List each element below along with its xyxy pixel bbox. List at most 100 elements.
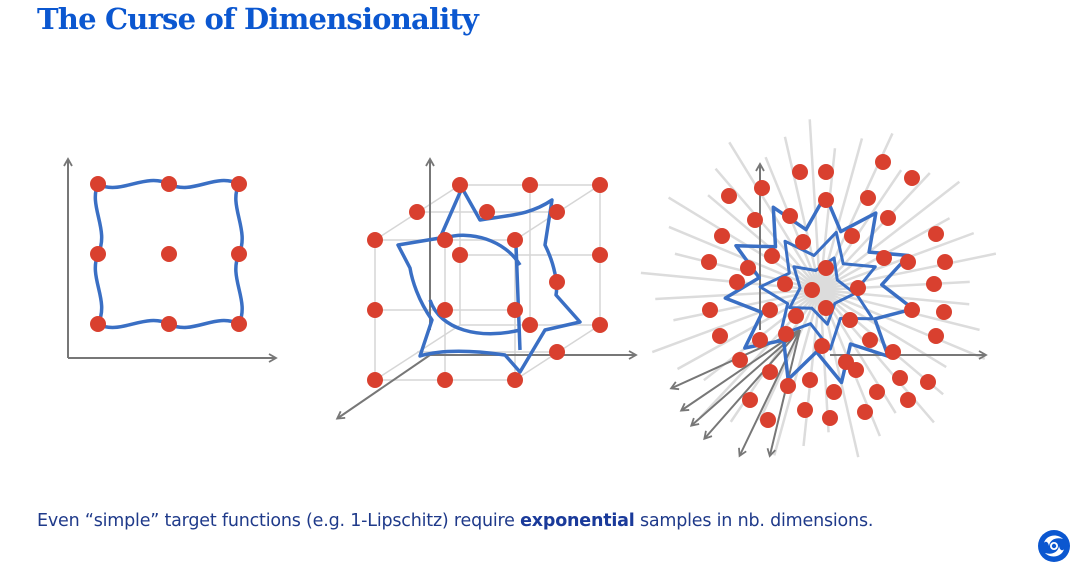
sample-dot	[367, 232, 383, 248]
sample-dot	[701, 254, 717, 270]
axis-spike	[655, 288, 821, 301]
axis-spike	[783, 136, 822, 291]
sample-dot	[764, 248, 780, 264]
sample-dot	[714, 228, 730, 244]
sample-dot	[549, 204, 565, 220]
sample-dot	[409, 204, 425, 220]
axis-spike	[676, 288, 821, 371]
caption-text: Even “simple” target functions (e.g. 1-L…	[37, 511, 521, 531]
function-surface	[396, 186, 582, 374]
sample-dots	[701, 154, 953, 428]
sample-dot	[860, 190, 876, 206]
sample-dot	[90, 316, 106, 332]
z-axis	[335, 354, 431, 420]
sample-dot	[90, 176, 106, 192]
sample-dot	[904, 302, 920, 318]
sample-dot	[712, 328, 728, 344]
axis-spike	[818, 289, 860, 458]
axis-arrow	[679, 329, 801, 412]
sample-dot	[804, 282, 820, 298]
sample-dot	[936, 304, 952, 320]
sample-dot	[592, 317, 608, 333]
sample-dot	[742, 392, 758, 408]
sample-dot	[782, 208, 798, 224]
panel-high-dim	[640, 119, 997, 458]
sample-dot	[522, 317, 538, 333]
axis-spike	[819, 180, 961, 291]
panel-3d	[335, 157, 638, 420]
axis-spike	[764, 156, 822, 291]
caption-text-end: samples in nb. dimensions.	[634, 511, 874, 531]
axis-spike	[714, 167, 821, 291]
axis-spike	[758, 289, 822, 421]
sample-dot	[802, 372, 818, 388]
sample-dot	[507, 372, 523, 388]
sample-dot	[367, 372, 383, 388]
sample-dot	[161, 176, 177, 192]
sample-dot	[900, 254, 916, 270]
sample-dot	[549, 344, 565, 360]
sample-dot	[780, 378, 796, 394]
sample-dot	[826, 384, 842, 400]
curse-diagram	[63, 119, 997, 458]
sample-dots	[90, 176, 247, 332]
sample-dot	[928, 328, 944, 344]
axis-spike	[819, 231, 975, 292]
sample-dot	[231, 176, 247, 192]
sample-dot	[937, 254, 953, 270]
sample-dot	[452, 247, 468, 263]
sample-dot	[762, 302, 778, 318]
sample-dot	[904, 170, 920, 186]
sample-dot	[797, 402, 813, 418]
axis-spike	[802, 289, 822, 447]
sample-dot	[161, 246, 177, 262]
sample-dot	[752, 332, 768, 348]
sample-dot	[842, 312, 858, 328]
sample-dot	[885, 344, 901, 360]
axis-spike	[819, 172, 931, 291]
sample-dot	[522, 177, 538, 193]
sample-dots	[367, 177, 608, 388]
sample-dot	[437, 302, 453, 318]
sample-dot	[818, 260, 834, 276]
sample-dot	[792, 164, 808, 180]
sample-dot	[862, 332, 878, 348]
sample-dot	[920, 374, 936, 390]
sample-dot	[850, 280, 866, 296]
panel-2d	[63, 157, 278, 363]
sample-dot	[161, 316, 177, 332]
sample-dot	[747, 212, 763, 228]
sample-dot	[231, 316, 247, 332]
axis-spike	[819, 288, 986, 360]
sample-dot	[848, 362, 864, 378]
sample-dot	[876, 250, 892, 266]
sample-dot	[788, 308, 804, 324]
axis-spike	[819, 288, 970, 306]
sample-dot	[592, 177, 608, 193]
sample-dot	[869, 384, 885, 400]
sample-dot	[857, 404, 873, 420]
deepmind-logo-icon	[1038, 530, 1070, 562]
sample-dot	[702, 302, 718, 318]
sample-dot	[479, 204, 495, 220]
sample-dot	[818, 164, 834, 180]
sample-dot	[452, 177, 468, 193]
sample-dot	[844, 228, 860, 244]
sample-dot	[437, 372, 453, 388]
caption: Even “simple” target functions (e.g. 1-L…	[37, 511, 873, 531]
sample-dot	[818, 300, 834, 316]
sample-dot	[367, 302, 383, 318]
sample-dot	[754, 180, 770, 196]
axis-spike	[808, 119, 822, 291]
sample-dot	[437, 232, 453, 248]
sample-dot	[778, 326, 794, 342]
slide-title: The Curse of Dimensionality	[37, 2, 479, 36]
sample-dot	[926, 276, 942, 292]
sample-dot	[732, 352, 748, 368]
sample-dot	[814, 338, 830, 354]
sample-dot	[900, 392, 916, 408]
sample-dot	[740, 260, 756, 276]
sample-dot	[795, 234, 811, 250]
axis-spike	[707, 194, 821, 291]
sample-dot	[760, 412, 776, 428]
